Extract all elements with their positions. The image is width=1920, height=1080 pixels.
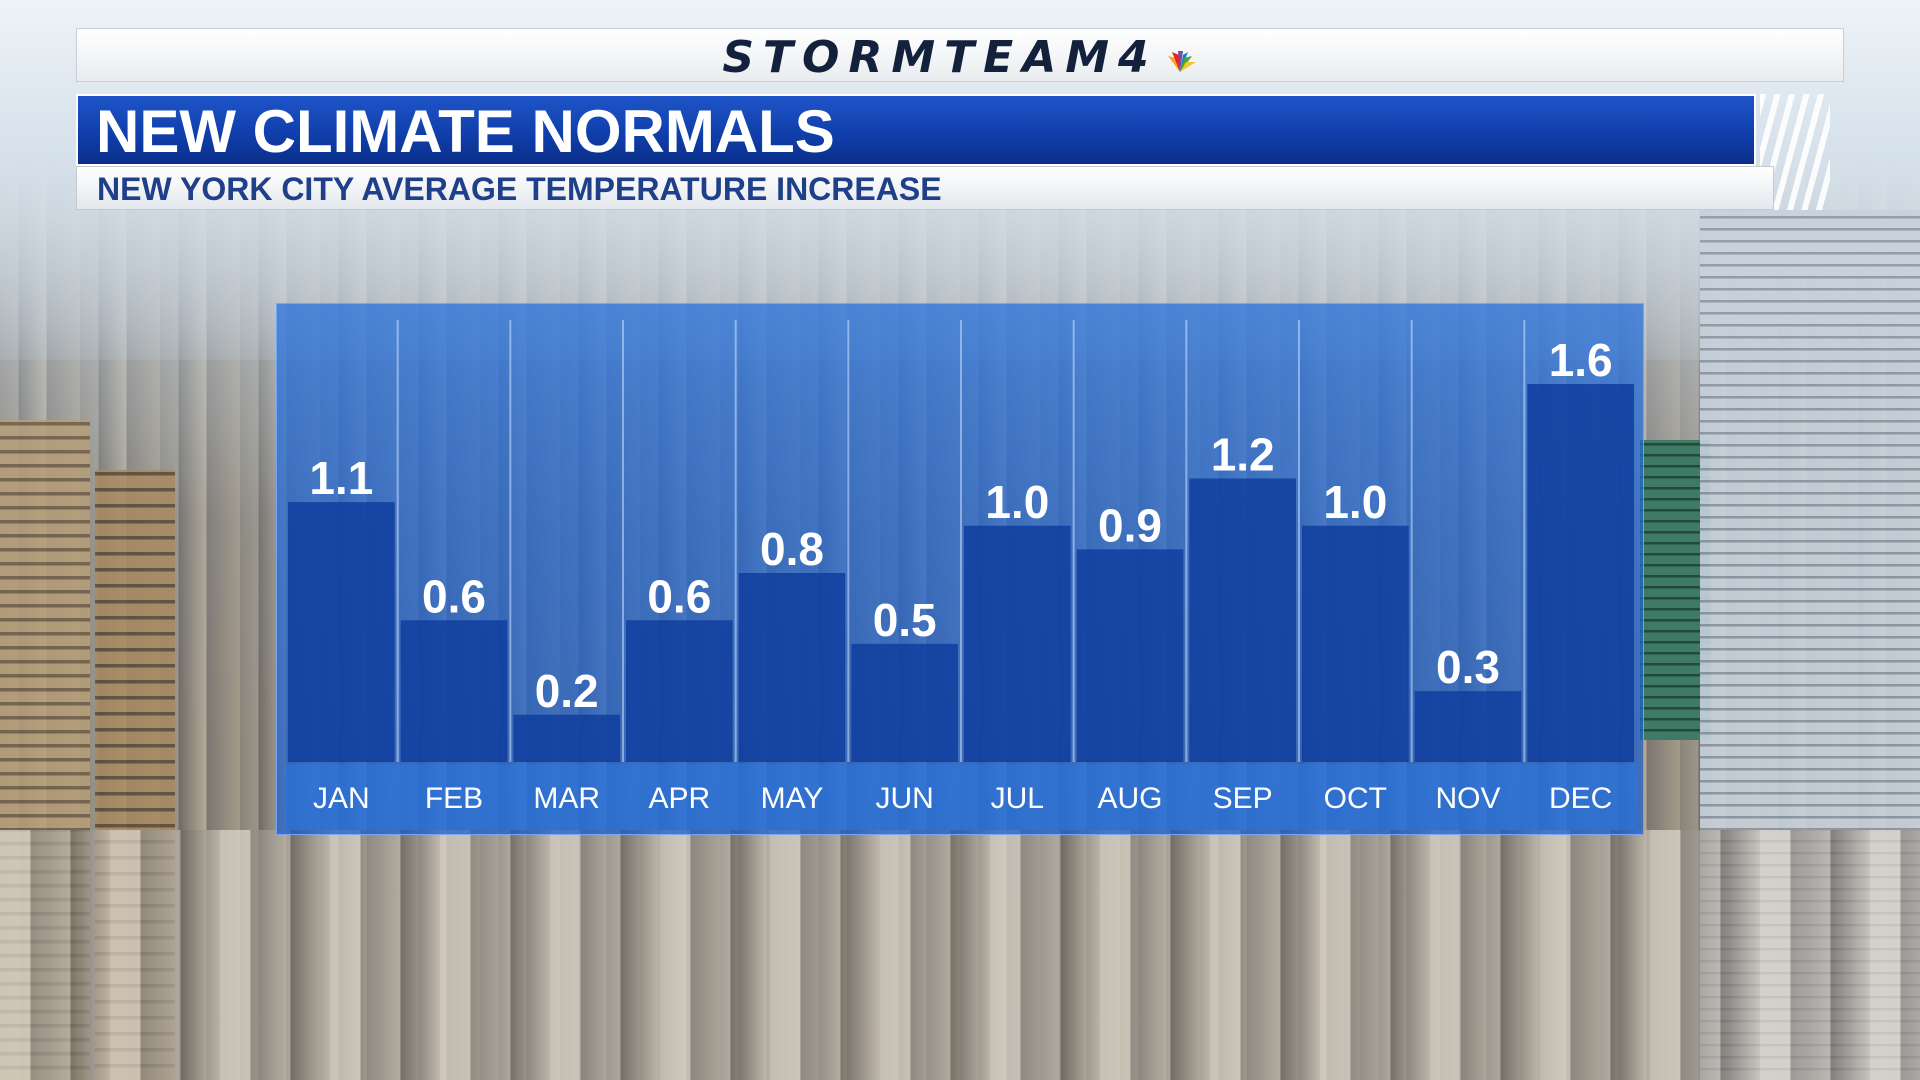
bar-nov [1414, 691, 1522, 762]
month-label-jun: JUN [875, 782, 933, 815]
month-label-may: MAY [761, 782, 824, 815]
value-label-apr: 0.6 [647, 570, 711, 622]
bar-feb [400, 620, 508, 762]
bar-sep [1189, 478, 1296, 762]
month-label-mar: MAR [533, 782, 600, 815]
bar-dec [1527, 384, 1634, 762]
value-label-sep: 1.2 [1211, 429, 1275, 481]
month-label-apr: APR [648, 782, 710, 815]
bar-jan [288, 502, 395, 762]
month-label-sep: SEP [1213, 782, 1273, 815]
subtitle-bar: NEW YORK CITY AVERAGE TEMPERATURE INCREA… [76, 166, 1774, 210]
bar-aug [1076, 549, 1184, 762]
title-bar: NEW CLIMATE NORMALS [76, 94, 1756, 166]
month-label-band [285, 764, 1637, 830]
month-label-aug: AUG [1097, 782, 1162, 815]
value-label-dec: 1.6 [1549, 334, 1613, 386]
bar-oct [1302, 525, 1409, 762]
page-subtitle: NEW YORK CITY AVERAGE TEMPERATURE INCREA… [97, 171, 942, 207]
logo-text: STORMTEAM4 [722, 32, 1158, 83]
value-label-jul: 1.0 [985, 476, 1049, 528]
month-label-jan: JAN [313, 782, 370, 815]
month-label-dec: DEC [1549, 782, 1612, 815]
background-building-green [1640, 440, 1710, 740]
page-title: NEW CLIMATE NORMALS [96, 98, 835, 165]
value-label-aug: 0.9 [1098, 499, 1162, 551]
value-label-mar: 0.2 [535, 665, 599, 717]
bar-apr [626, 620, 733, 762]
background-lower-city [0, 830, 1920, 1080]
bar-mar [513, 714, 620, 762]
peacock-icon [1167, 51, 1196, 72]
month-label-jul: JUL [991, 782, 1044, 815]
month-label-oct: OCT [1324, 782, 1387, 815]
bar-jun [851, 643, 958, 762]
value-label-nov: 0.3 [1436, 641, 1500, 693]
month-label-nov: NOV [1435, 782, 1500, 815]
month-label-feb: FEB [425, 782, 483, 815]
logo-strip: STORMTEAM4 [76, 28, 1844, 83]
bar-jul [964, 525, 1071, 762]
stormteam4-logo: STORMTEAM4 [77, 29, 1843, 83]
value-label-may: 0.8 [760, 523, 824, 575]
value-label-feb: 0.6 [422, 570, 486, 622]
value-label-jan: 1.1 [309, 452, 373, 504]
value-label-oct: 1.0 [1323, 476, 1387, 528]
bar-may [738, 573, 846, 762]
value-label-jun: 0.5 [873, 594, 937, 646]
chart-panel: 1.1 JAN 0.6 FEB 0.2 MAR 0.6 APR 0.8 MAY 0.5 JUN 1.0 J… [276, 303, 1644, 835]
bar-chart: 1.1 JAN 0.6 FEB 0.2 MAR 0.6 APR 0.8 MAY 0.5 JUN 1.0 J… [285, 320, 1637, 830]
